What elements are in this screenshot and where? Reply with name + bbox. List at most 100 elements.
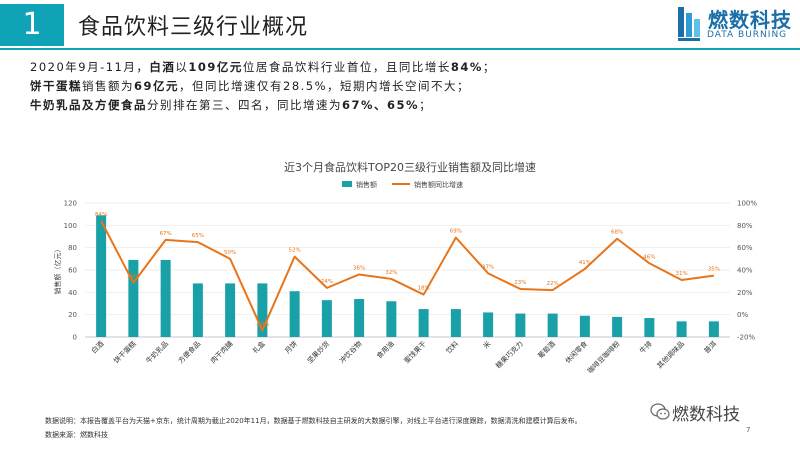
page-number: 7 — [746, 426, 751, 434]
summary-highlight: 84% — [450, 60, 483, 74]
summary-highlight: 饼干蛋糕 — [30, 79, 82, 93]
summary-text-segment: 销售额为 — [82, 79, 134, 93]
header-divider — [0, 48, 800, 50]
x-tick-label: 白酒 — [89, 339, 105, 355]
bar-礼盒 — [257, 283, 268, 337]
data-note: 数据说明：本报告覆盖平台为天猫+京东，统计周期为截止2020年11月，数据基于燃… — [45, 417, 582, 425]
growth-label: 29% — [127, 274, 139, 280]
growth-label: 52% — [289, 248, 301, 254]
y-tick-left: 80 — [68, 244, 77, 252]
x-tick-label: 牛排 — [638, 339, 654, 355]
bar-其他调味品 — [676, 321, 687, 337]
y-tick-left: 0 — [73, 334, 77, 342]
summary-line-1: 2020年9月-11月，白酒以109亿元位居食品饮料行业首位，且同比增长84%； — [30, 58, 770, 77]
bar-饼干蛋糕 — [128, 259, 139, 337]
y-axis-label: 销售额（亿元） — [53, 246, 62, 295]
growth-line — [100, 220, 715, 332]
y-tick-right: 60% — [737, 244, 753, 252]
summary-highlight: 白酒 — [149, 60, 176, 74]
bar-肉干肉脯 — [225, 283, 236, 337]
section-number: 1 — [0, 4, 64, 46]
summary-text-segment: ； — [419, 98, 433, 112]
growth-label: 46% — [643, 254, 655, 260]
y-tick-right: 100% — [737, 200, 757, 208]
x-tick-label: 普洱 — [702, 339, 718, 355]
bar-咖啡豆咖啡粉 — [612, 316, 623, 337]
x-tick-label: 饼干蛋糕 — [112, 339, 138, 365]
summary-text-segment: 位居食品饮料行业首位，且同比增长 — [242, 60, 451, 74]
bar-糖果巧克力 — [515, 313, 526, 337]
bar-牛排 — [644, 318, 655, 337]
legend-swatch-bar — [342, 181, 352, 187]
growth-label: 31% — [676, 271, 688, 277]
x-tick-label: 牛奶乳品 — [144, 339, 170, 365]
summary-highlight: 67%、65% — [342, 98, 420, 112]
growth-label: 23% — [514, 280, 526, 286]
bar-蜜饯果干 — [418, 309, 429, 337]
bar-月饼 — [289, 291, 300, 337]
summary-text-segment: 以 — [175, 60, 189, 74]
watermark: 燃数科技 — [672, 405, 740, 425]
bar-葡萄酒 — [547, 313, 558, 337]
logo-icon — [678, 7, 700, 41]
growth-label: 68% — [611, 230, 623, 236]
legend-label: 销售额同比增速 — [414, 180, 463, 189]
bar-方便食品 — [192, 283, 203, 337]
y-tick-right: 20% — [737, 289, 753, 297]
x-tick-label: 饮料 — [444, 339, 460, 355]
summary-line-3: 牛奶乳品及方便食品分别排在第三、四名，同比增速为67%、65%； — [30, 96, 770, 115]
x-tick-label: 蜜饯果干 — [402, 339, 428, 365]
x-tick-label: 坚果炒货 — [305, 339, 331, 365]
y-tick-right: 80% — [737, 222, 753, 230]
growth-label: 50% — [224, 250, 236, 256]
y-tick-left: 40 — [68, 289, 77, 297]
logo-name: 燃数科技 — [708, 8, 792, 32]
bar-普洱 — [708, 321, 719, 337]
summary-highlight: 109亿元 — [188, 60, 243, 74]
summary-line-2: 饼干蛋糕销售额为69亿元，但同比增速仅有28.5%，短期内增长空间不大； — [30, 77, 770, 96]
y-tick-left: 120 — [64, 200, 77, 208]
growth-label: 69% — [450, 229, 462, 235]
growth-label: 37% — [482, 264, 494, 270]
growth-label: 84% — [95, 212, 107, 218]
growth-label: -14% — [255, 321, 269, 327]
growth-label: 65% — [192, 233, 204, 239]
data-source: 数据来源：燃数科技 — [45, 431, 108, 439]
y-tick-right: -20% — [737, 334, 755, 342]
x-tick-label: 礼盒 — [251, 339, 267, 355]
bar-食用油 — [386, 301, 397, 337]
x-tick-label: 其他调味品 — [655, 339, 686, 370]
growth-label: 32% — [385, 270, 397, 276]
footnote: 数据说明：本报告覆盖平台为天猫+京东，统计周期为截止2020年11月，数据基于燃… — [45, 414, 582, 442]
x-tick-label: 食用油 — [375, 339, 396, 360]
summary-highlight: 69亿元 — [134, 79, 180, 93]
summary-text-segment: ，但同比增速仅有28.5%，短期内增长空间不大； — [179, 79, 471, 93]
x-tick-label: 米 — [481, 339, 492, 350]
x-tick-label: 冲饮谷物 — [337, 339, 363, 365]
x-tick-label: 葡萄酒 — [536, 339, 557, 360]
x-tick-label: 月饼 — [283, 339, 299, 355]
wechat-icon — [650, 403, 670, 420]
growth-label: 67% — [160, 231, 172, 237]
summary-highlight: 牛奶乳品及方便食品 — [30, 98, 147, 112]
chart-title: 近3个月食品饮料TOP20三级行业销售额及同比增速 — [284, 160, 536, 174]
bar-冲饮谷物 — [354, 299, 365, 337]
summary-text: 2020年9月-11月，白酒以109亿元位居食品饮料行业首位，且同比增长84%；… — [30, 58, 770, 115]
y-tick-left: 100 — [64, 222, 77, 230]
growth-label: 36% — [353, 265, 365, 271]
x-tick-label: 咖啡豆咖啡粉 — [585, 339, 621, 375]
bar-白酒 — [96, 215, 107, 337]
growth-label: 24% — [321, 279, 333, 285]
growth-label: 35% — [708, 267, 720, 273]
x-tick-label: 肉干肉脯 — [208, 339, 234, 365]
y-tick-left: 20 — [68, 311, 77, 319]
y-tick-left: 60 — [68, 267, 77, 275]
bar-休闲零食 — [579, 315, 590, 337]
page-title: 食品饮料三级行业概况 — [78, 15, 309, 40]
x-tick-label: 糖果巧克力 — [494, 339, 525, 370]
summary-text-segment: ； — [482, 60, 496, 74]
bar-牛奶乳品 — [160, 259, 171, 337]
growth-label: 18% — [418, 286, 430, 292]
x-tick-label: 方便食品 — [176, 339, 202, 365]
